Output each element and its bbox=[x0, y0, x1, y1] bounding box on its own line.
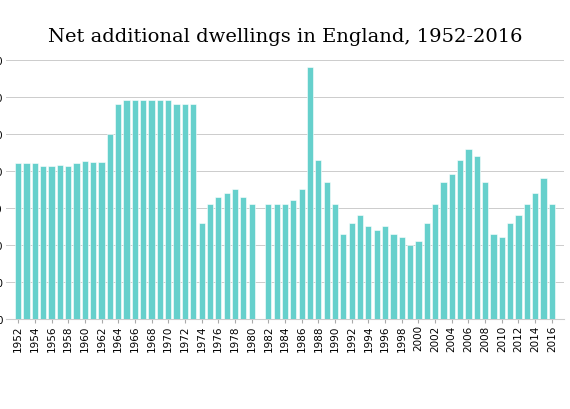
Bar bbox=[290, 201, 296, 319]
Bar bbox=[240, 197, 246, 319]
Bar bbox=[274, 204, 280, 319]
Bar bbox=[223, 193, 230, 319]
Bar bbox=[57, 165, 63, 319]
Bar bbox=[124, 101, 130, 319]
Bar bbox=[524, 204, 530, 319]
Bar bbox=[48, 166, 55, 319]
Bar bbox=[148, 101, 154, 319]
Bar bbox=[190, 105, 197, 319]
Bar bbox=[157, 101, 163, 319]
Bar bbox=[65, 166, 71, 319]
Bar bbox=[324, 182, 330, 319]
Bar bbox=[99, 162, 105, 319]
Bar bbox=[115, 105, 121, 319]
Bar bbox=[249, 204, 255, 319]
Bar bbox=[215, 197, 221, 319]
Bar bbox=[507, 223, 513, 319]
Bar bbox=[90, 162, 96, 319]
Bar bbox=[207, 204, 213, 319]
Bar bbox=[132, 101, 138, 319]
Bar bbox=[490, 234, 496, 319]
Bar bbox=[232, 190, 238, 319]
Bar bbox=[398, 238, 405, 319]
Bar bbox=[332, 204, 338, 319]
Bar bbox=[365, 227, 372, 319]
Bar bbox=[32, 164, 38, 319]
Bar bbox=[165, 101, 172, 319]
Bar bbox=[440, 182, 446, 319]
Bar bbox=[449, 175, 455, 319]
Bar bbox=[315, 160, 321, 319]
Title: Net additional dwellings in England, 1952-2016: Net additional dwellings in England, 195… bbox=[48, 28, 522, 46]
Bar bbox=[182, 105, 188, 319]
Bar bbox=[424, 223, 430, 319]
Bar bbox=[82, 162, 88, 319]
Bar bbox=[307, 68, 313, 319]
Bar bbox=[532, 193, 538, 319]
Bar bbox=[416, 241, 422, 319]
Bar bbox=[357, 216, 363, 319]
Bar bbox=[407, 245, 413, 319]
Bar bbox=[549, 204, 555, 319]
Bar bbox=[198, 223, 205, 319]
Bar bbox=[282, 204, 288, 319]
Bar bbox=[482, 182, 488, 319]
Bar bbox=[107, 135, 113, 319]
Bar bbox=[465, 149, 471, 319]
Bar bbox=[540, 179, 547, 319]
Bar bbox=[373, 230, 380, 319]
Bar bbox=[432, 204, 438, 319]
Bar bbox=[15, 164, 21, 319]
Bar bbox=[40, 166, 46, 319]
Bar bbox=[265, 204, 271, 319]
Bar bbox=[140, 101, 146, 319]
Bar bbox=[390, 234, 397, 319]
Bar bbox=[515, 216, 522, 319]
Bar bbox=[349, 223, 355, 319]
Bar bbox=[382, 227, 388, 319]
Bar bbox=[474, 157, 480, 319]
Bar bbox=[457, 160, 463, 319]
Bar bbox=[74, 164, 80, 319]
Bar bbox=[299, 190, 305, 319]
Bar bbox=[340, 234, 347, 319]
Bar bbox=[173, 105, 180, 319]
Bar bbox=[499, 238, 505, 319]
Bar bbox=[23, 164, 30, 319]
